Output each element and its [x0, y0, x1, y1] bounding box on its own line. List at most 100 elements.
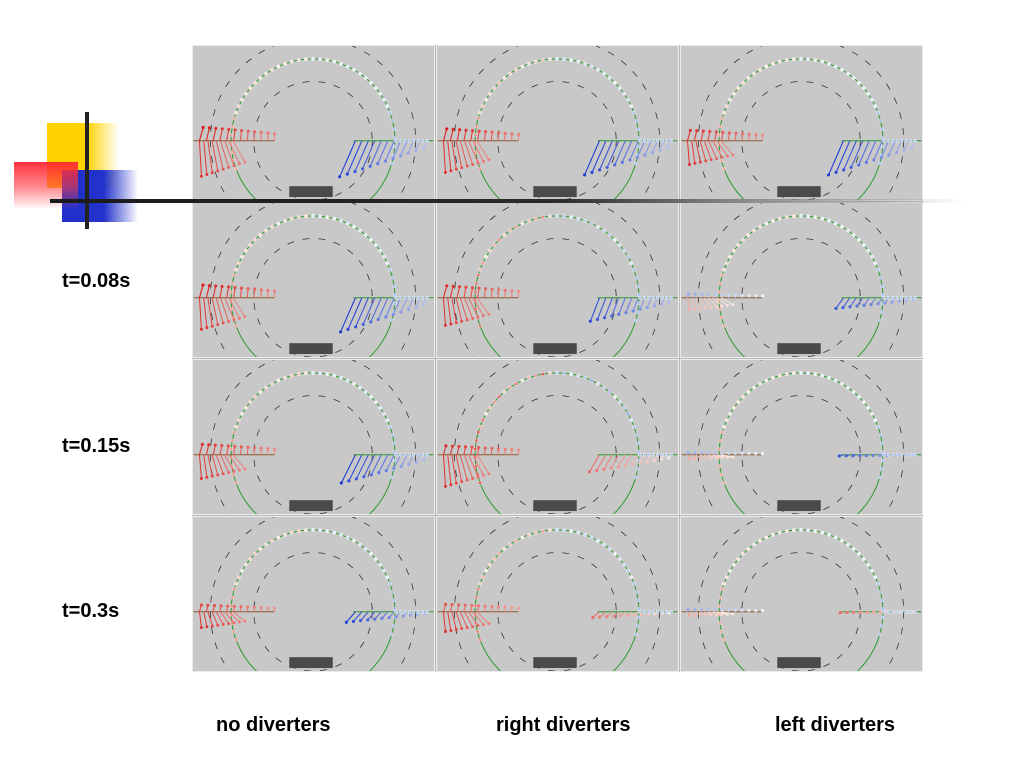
surface-marker — [478, 581, 482, 586]
velocity-vector — [476, 454, 490, 474]
vector-head — [747, 451, 751, 455]
surface-marker — [613, 551, 617, 556]
velocity-vector — [207, 297, 213, 327]
velocity-vector — [858, 140, 870, 166]
surface-marker — [390, 475, 394, 480]
velocity-vector — [644, 140, 652, 156]
surface-marker — [416, 138, 420, 143]
surface-marker — [634, 161, 638, 166]
surface-marker — [880, 598, 884, 603]
velocity-vector — [451, 454, 457, 484]
surface-marker — [548, 57, 552, 62]
velocity-vector — [400, 454, 408, 467]
velocity-vector — [456, 129, 461, 141]
vector-head — [610, 314, 614, 318]
vector-head — [698, 456, 702, 460]
surface-marker — [799, 56, 803, 61]
surface-marker — [908, 452, 913, 457]
surface-marker — [276, 221, 281, 226]
surface-marker — [476, 587, 480, 591]
surface-marker — [230, 150, 234, 154]
surface-marker — [728, 97, 732, 102]
surface-marker — [857, 80, 861, 85]
surface-marker — [385, 575, 390, 579]
surface-marker — [394, 295, 398, 300]
vector-head — [471, 476, 475, 480]
flow-field-diagram — [681, 203, 922, 357]
surface-marker — [508, 385, 512, 390]
vector-head — [401, 614, 405, 618]
surface-marker — [870, 568, 874, 573]
surface-marker — [378, 91, 383, 96]
velocity-vector — [700, 130, 704, 141]
vector-head — [463, 603, 467, 607]
vector-head — [443, 602, 448, 606]
surface-marker — [613, 394, 617, 399]
vector-head — [727, 451, 731, 455]
surface-marker — [229, 604, 233, 608]
surface-marker — [332, 59, 337, 64]
surface-marker — [873, 418, 878, 422]
velocity-vector — [610, 454, 620, 469]
vector-head — [454, 167, 458, 171]
vector-head — [477, 445, 481, 450]
surface-marker — [270, 224, 274, 229]
surface-marker — [569, 58, 574, 62]
surface-marker — [724, 104, 729, 108]
surface-marker — [555, 213, 559, 218]
surface-marker — [651, 609, 656, 614]
surface-marker — [886, 138, 891, 143]
surface-marker — [669, 295, 673, 300]
velocity-vector — [455, 611, 463, 629]
surface-marker — [520, 221, 525, 226]
vector-head — [598, 615, 602, 619]
surface-marker — [752, 542, 756, 547]
surface-marker — [234, 481, 238, 485]
vector-head — [266, 288, 270, 293]
column-label-no-diverters: no diverters — [216, 714, 331, 736]
velocity-vector — [360, 611, 369, 622]
surface-marker — [283, 375, 287, 380]
vector-head — [259, 288, 263, 292]
surface-marker — [296, 372, 301, 376]
surface-marker — [236, 418, 241, 422]
surface-marker — [651, 138, 656, 143]
surface-marker — [878, 161, 882, 166]
surface-marker — [878, 475, 882, 480]
surface-marker — [876, 268, 880, 272]
surface-marker — [626, 568, 630, 573]
surface-marker — [878, 632, 882, 637]
surface-marker — [741, 551, 745, 556]
surface-marker — [777, 373, 782, 378]
velocity-vector — [472, 140, 484, 162]
vector-head — [253, 130, 257, 134]
surface-marker — [626, 97, 630, 102]
surface-marker — [311, 370, 315, 375]
vector-head — [220, 284, 224, 289]
vector-head — [454, 321, 458, 325]
wall-circle — [230, 529, 396, 671]
vector-head — [199, 174, 203, 178]
vector-head — [720, 293, 724, 297]
surface-marker — [576, 373, 581, 378]
surface-marker — [655, 138, 660, 143]
vector-head — [259, 446, 263, 450]
surface-marker — [339, 375, 343, 380]
vector-head — [421, 146, 425, 150]
vector-head — [232, 621, 236, 625]
velocity-vector — [464, 454, 474, 479]
surface-marker — [722, 167, 726, 171]
surface-marker — [358, 228, 362, 233]
vector-head — [233, 128, 237, 132]
surface-marker — [296, 215, 301, 219]
vector-head — [199, 603, 203, 607]
surface-marker — [635, 624, 640, 628]
surface-marker — [363, 76, 368, 80]
surface-marker — [861, 400, 866, 404]
surface-marker — [634, 318, 638, 323]
wall-block — [533, 500, 577, 512]
row-label-t015: t=0.15s — [62, 435, 131, 457]
vector-head — [476, 315, 480, 319]
vector-head — [414, 305, 418, 309]
surface-marker — [369, 237, 373, 242]
